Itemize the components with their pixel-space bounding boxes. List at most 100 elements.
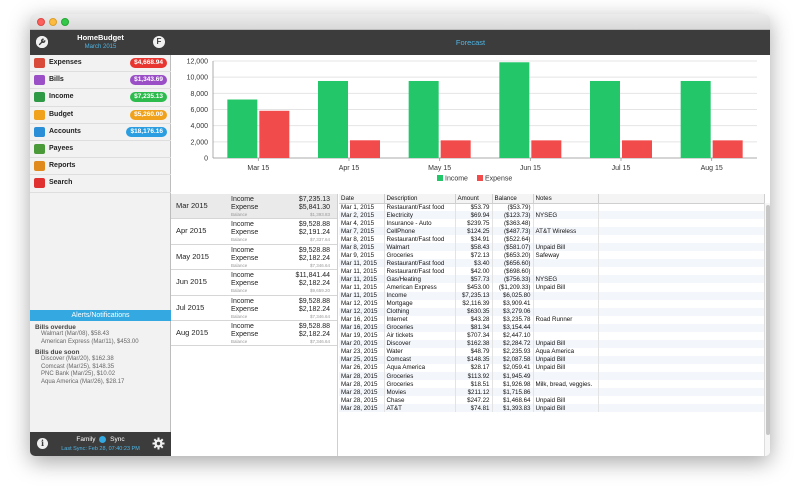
table-row[interactable]: Mar 8, 2015 Walmart $58.43 ($581.07) Unpaid … [339,243,765,252]
column-header-description[interactable]: Description [384,194,456,204]
close-window-button[interactable] [37,18,45,26]
zoom-window-button[interactable] [61,18,69,26]
bar-expense[interactable] [712,140,743,158]
table-cell: $2,235.93 [492,347,534,356]
table-cell: Mar 8, 2015 [339,243,385,252]
gear-icon[interactable] [152,437,165,455]
due-bill-item[interactable]: PNC Bank (Mar/25), $10.02 [41,371,116,378]
expense-value: $2,182.24 [298,280,330,288]
folder-icon: folder-icon [34,109,45,120]
table-row[interactable]: Mar 7, 2015 CellPhone $124.25 ($487.73) AT&T… [339,227,765,236]
overdue-bill-item[interactable]: American Express (Mar/11), $453.00 [41,338,139,345]
scrollbar-thumb[interactable] [766,205,770,435]
table-row[interactable]: Mar 9, 2015 Groceries $72.13 ($653.20) Safew… [339,251,765,260]
table-row[interactable]: Mar 28, 2015 Chase $247.22 $1,468.64 Unpaid … [339,396,765,405]
table-row[interactable]: Mar 28, 2015 AT&T $74.81 $1,393.83 Unpaid Bi… [339,404,765,413]
expense-value: $2,182.24 [298,330,330,338]
table-row[interactable]: Mar 12, 2015 Mortgage $2,116.39 $3,909.41 [339,299,765,308]
table-cell: Road Runner [533,315,599,324]
bar-income[interactable] [408,80,439,158]
table-row[interactable]: Mar 11, 2015 American Express $453.00 ($1,2… [339,283,765,292]
sync-icon[interactable] [99,436,107,443]
balance-label: Balance [231,237,248,243]
table-cell: Mar 12, 2015 [339,307,385,316]
month-summary-row[interactable]: May 2015 Income Expense Balance $9,528.88 $2,… [171,245,337,271]
bar-income[interactable] [499,62,530,158]
sidebar-item-payees[interactable]: people-icon Payees [30,141,171,159]
table-cell-blank [598,404,765,413]
table-scrollbar[interactable] [764,203,770,456]
current-month[interactable]: March 2015 [84,44,117,50]
table-cell: Mar 28, 2015 [339,371,385,381]
table-cell [533,267,599,276]
bills-due-soon-heading: Bills due soon [35,349,80,357]
table-row[interactable]: Mar 23, 2015 Water $48.79 $2,235.93 Aqua Ame… [339,347,765,356]
sync-label[interactable]: Sync [110,436,125,444]
month-summary-row[interactable]: Jun 2015 Income Expense Balance $11,841.44 $2… [171,270,337,296]
bar-income[interactable] [318,80,348,158]
search-icon: search-icon [34,178,45,189]
table-row[interactable]: Mar 12, 2015 Clothing $630.35 $3,279.06 [339,307,765,316]
sidebar-item-expenses[interactable]: wallet-icon Expenses $4,668.94 [30,55,171,73]
table-row[interactable]: Mar 19, 2015 Air tickets $707.34 $2,447.10 [339,331,765,340]
month-summary-row[interactable]: Jul 2015 Income Expense Balance $9,528.88 $2,… [171,296,337,321]
sidebar-item-reports[interactable]: reports-icon Reports [30,158,171,176]
due-bill-item[interactable]: Comcast (Mar/25), $148.35 [41,363,115,370]
family-f-button[interactable]: F [153,36,165,48]
expense-label: Expense [231,254,259,262]
table-cell: $69.94 [455,211,493,220]
table-row[interactable]: Mar 4, 2015 Insurance - Auto $239.75 ($363.… [339,219,765,228]
table-row[interactable]: Mar 2, 2015 Electricity $69.94 ($123.73) NYS… [339,211,765,220]
table-row[interactable]: Mar 28, 2015 Groceries $113.92 $1,945.49 [339,371,765,381]
sidebar-item-search[interactable]: search-icon Search [30,175,171,193]
income-value: $9,528.88 [298,246,330,254]
bar-expense[interactable] [531,140,562,158]
table-cell: Mar 11, 2015 [339,267,385,276]
sidebar-item-income[interactable]: money-bag-icon Income $7,235.13 [30,89,171,107]
due-bill-item[interactable]: Aqua America (Mar/26), $28.17 [41,378,125,385]
month-summary-row[interactable]: Aug 2015 Income Expense Balance $9,528.88 $2,… [171,321,337,347]
table-row[interactable]: Mar 11, 2015 Restaurant/Fast food $42.00 ($… [339,267,765,276]
table-row[interactable]: Mar 20, 2015 Discover $162.38 $2,284.72 Unpa… [339,339,765,348]
bar-expense[interactable] [622,140,652,158]
bar-expense[interactable] [440,140,471,158]
month-summary-row[interactable]: Apr 2015 Income Expense Balance $9,528.88 $2,… [171,219,337,245]
sidebar-item-budget[interactable]: folder-icon Budget $5,260.00 [30,107,171,124]
table-cell: $57.73 [455,275,493,284]
column-header-notes[interactable]: Notes [533,194,599,204]
table-row[interactable]: Mar 1, 2015 Restaurant/Fast food $53.79 ($5… [339,203,765,212]
bar-expense[interactable] [259,110,290,158]
table-cell-blank [598,331,765,340]
info-icon[interactable]: i [37,438,48,449]
table-cell: Mortgage [384,299,456,308]
bar-income[interactable] [590,80,620,158]
expense-label: Expense [231,305,259,313]
table-cell [533,307,599,316]
table-row[interactable]: Mar 28, 2015 Groceries $18.51 $1,926.98 Milk… [339,380,765,389]
table-row[interactable]: Mar 25, 2015 Comcast $148.35 $2,087.58 Unpai… [339,355,765,364]
bar-income[interactable] [680,80,711,158]
bar-income[interactable] [227,99,258,158]
table-row[interactable]: Mar 11, 2015 Gas/Heating $57.73 ($756.33) NY… [339,275,765,284]
overdue-bill-item[interactable]: Walmart (Mar/08), $58.43 [41,331,110,337]
table-row[interactable]: Mar 11, 2015 Restaurant/Fast food $3.40 ($6… [339,259,765,268]
column-header-amount[interactable]: Amount [455,194,493,204]
table-row[interactable]: Mar 11, 2015 Income $7,235.13 $6,025.80 [339,291,765,300]
table-row[interactable]: Mar 16, 2015 Groceries $81.34 $3,154.44 [339,323,765,332]
sidebar-item-accounts[interactable]: monitor-icon Accounts $18,176.16 [30,124,171,141]
table-row[interactable]: Mar 26, 2015 Aqua America $28.17 $2,059.41 U… [339,363,765,372]
column-header-date[interactable]: Date [339,194,385,204]
bar-expense[interactable] [350,140,380,158]
last-sync: Last Sync: Feb 28, 07:40:23 PM [61,446,140,452]
table-row[interactable]: Mar 28, 2015 Movies $211.12 $1,715.86 [339,388,765,397]
month-summary-row[interactable]: Mar 2015 Income Expense Balance $7,235.13 $5,… [171,194,337,220]
due-bill-item[interactable]: Discover (Mar/20), $162.38 [41,356,114,363]
table-row[interactable]: Mar 8, 2015 Restaurant/Fast food $34.91 ($5… [339,235,765,244]
tools-icon[interactable] [36,36,48,48]
income-label: Income [231,297,254,305]
transactions-table: Date Description Amount Balance Notes Mar 1,… [339,194,770,456]
column-header-balance[interactable]: Balance [492,194,534,204]
minimize-window-button[interactable] [49,18,57,26]
table-row[interactable]: Mar 16, 2015 Internet $43.28 $3,235.78 Road … [339,315,765,324]
sidebar-item-bills[interactable]: calendar-icon Bills $1,343.69 [30,72,171,90]
